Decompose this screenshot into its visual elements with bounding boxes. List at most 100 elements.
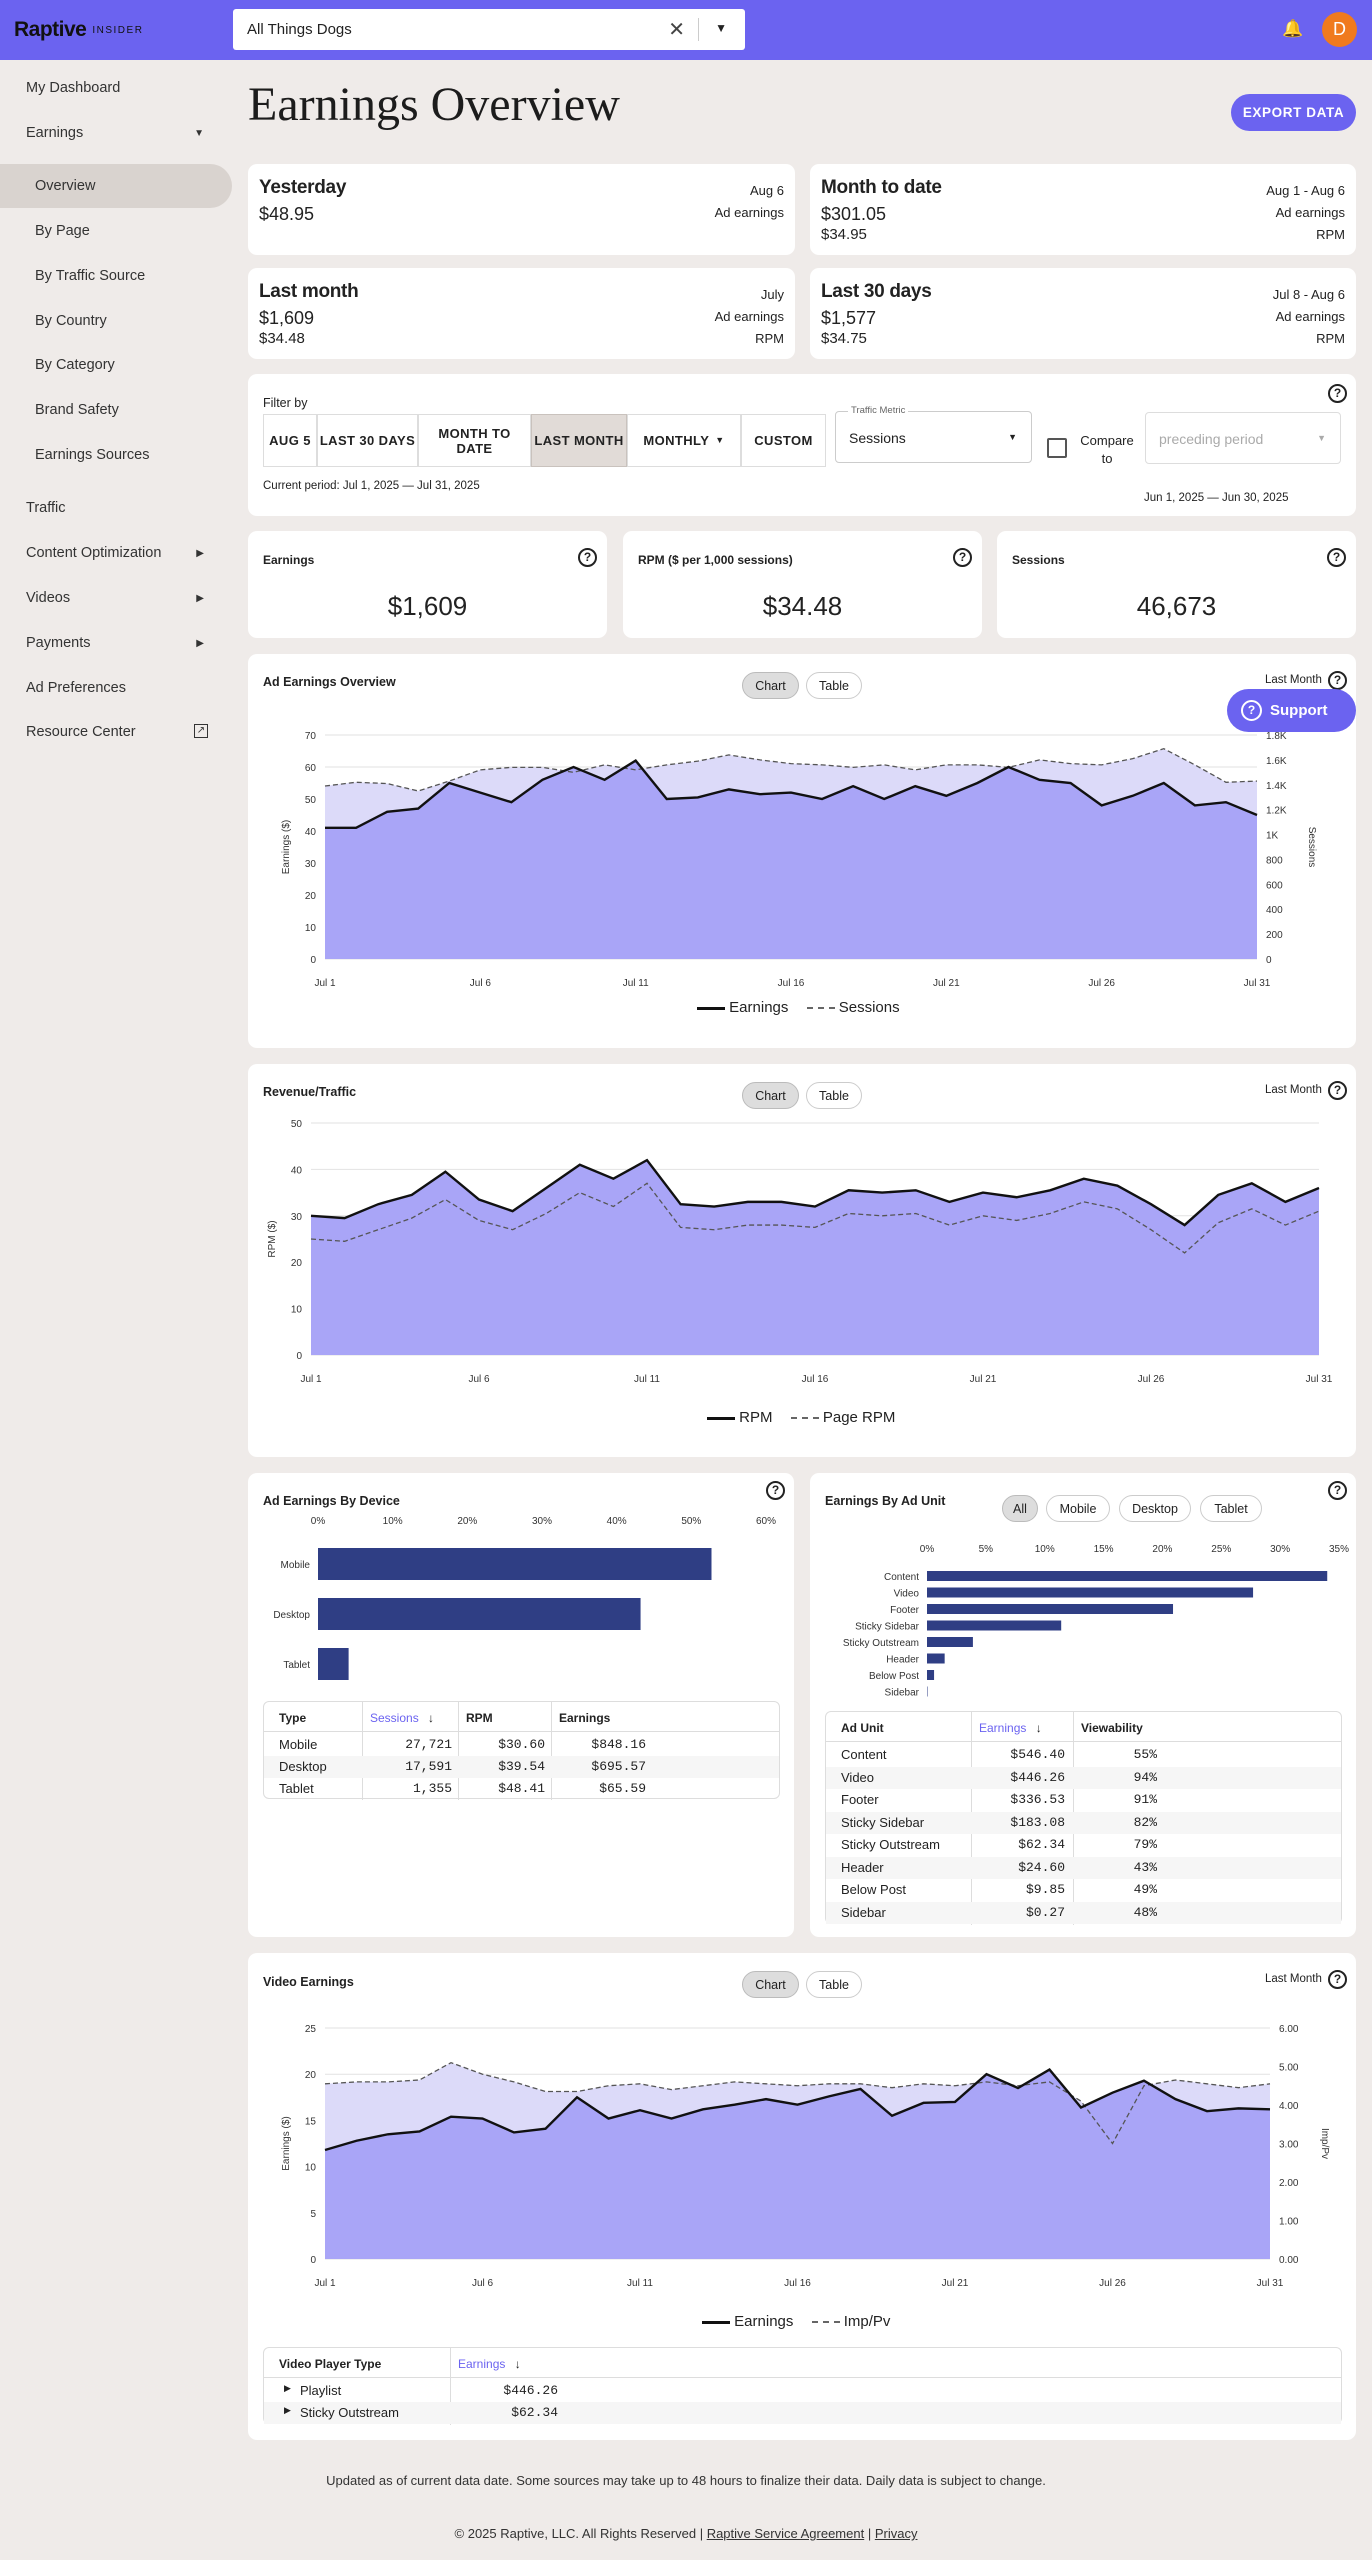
video-earnings-chart: 0 5 10 15 20 25 0.00 1.00 2.00 3.00 4.00 5.00 6.00 Ju… bbox=[281, 2024, 1330, 2289]
series-area-earnings bbox=[325, 2069, 1270, 2259]
x-tick-label: Jul 6 bbox=[470, 978, 492, 989]
service-agreement-link[interactable]: Raptive Service Agreement bbox=[706, 2526, 865, 2541]
table-header: Video Player Type Earnings ↓ bbox=[264, 2348, 1341, 2425]
compare-label: Compare to bbox=[1080, 433, 1134, 466]
sidebar-item-by-page[interactable]: By Page bbox=[35, 223, 90, 239]
help-icon[interactable]: ? bbox=[1327, 548, 1346, 567]
sidebar-item-traffic[interactable]: Traffic bbox=[26, 500, 66, 516]
y2-tick-label: 1.6K bbox=[1266, 756, 1287, 767]
chart-tab[interactable]: Chart bbox=[742, 1082, 799, 1109]
earnings-sort-header[interactable]: Earnings ↓ bbox=[971, 1721, 1042, 1735]
sidebar-item-earnings[interactable]: Earnings ▼ bbox=[26, 125, 218, 141]
summary-metric: Ad earnings bbox=[714, 309, 784, 324]
filter-desktop-pill[interactable]: Desktop bbox=[1119, 1495, 1191, 1522]
cell-sessions: 17,591 bbox=[405, 1759, 452, 1774]
filter-last-month-button[interactable]: LAST MONTH bbox=[531, 414, 627, 467]
raptive-link[interactable]: Raptive bbox=[500, 2526, 545, 2541]
bell-icon[interactable]: 🔔 bbox=[1282, 19, 1304, 38]
site-selector[interactable]: All Things Dogs ✕ ▼ bbox=[233, 9, 745, 50]
x-tick-label: Jul 1 bbox=[300, 1374, 322, 1385]
sidebar-item-brand-safety[interactable]: Brand Safety bbox=[35, 402, 119, 418]
chart-tab[interactable]: Chart bbox=[742, 672, 799, 699]
sidebar-item-by-country[interactable]: By Country bbox=[35, 313, 107, 329]
help-icon[interactable]: ? bbox=[1328, 1081, 1347, 1100]
y-tick-label: 50 bbox=[291, 1119, 303, 1130]
bar-category-label: Desktop bbox=[273, 1610, 310, 1621]
x-tick-label: Jul 31 bbox=[1244, 978, 1271, 989]
cell-viewability: 79% bbox=[1133, 1837, 1157, 1852]
filter-month-to-date-button[interactable]: MONTH TO DATE bbox=[418, 414, 531, 467]
filter-custom-button[interactable]: CUSTOM bbox=[741, 414, 826, 467]
sidebar-item-by-traffic-source[interactable]: By Traffic Source bbox=[35, 268, 146, 284]
legend-label: Page RPM bbox=[822, 1409, 896, 1426]
y2-tick-label: 800 bbox=[1266, 855, 1283, 866]
sidebar-item-earnings-sources[interactable]: Earnings Sources bbox=[35, 447, 150, 463]
sidebar-item-videos[interactable]: Videos ▶ bbox=[26, 590, 218, 606]
help-icon[interactable]: ? bbox=[1328, 671, 1347, 690]
caret-down-icon: ▼ bbox=[194, 128, 204, 139]
help-icon[interactable]: ? bbox=[1328, 1970, 1347, 1989]
bar bbox=[927, 1571, 1328, 1581]
divider bbox=[458, 1702, 459, 1800]
sidebar-item-resource-center[interactable]: Resource Center ↗ bbox=[26, 724, 222, 740]
privacy-link[interactable]: Privacy bbox=[874, 2526, 918, 2541]
help-icon[interactable]: ? bbox=[766, 1481, 785, 1500]
table-tab[interactable]: Table bbox=[806, 1971, 862, 1998]
filter-aug-5-button[interactable]: AUG 5 bbox=[263, 414, 317, 467]
filter-last-30-days-button[interactable]: LAST 30 DAYS bbox=[317, 414, 418, 467]
filter-tablet-pill[interactable]: Tablet bbox=[1200, 1495, 1262, 1522]
support-button[interactable]: ? Support bbox=[1227, 689, 1356, 732]
help-icon[interactable]: ? bbox=[578, 548, 597, 567]
earnings-sort-header[interactable]: Earnings ↓ bbox=[450, 2357, 521, 2371]
compare-period-select[interactable]: preceding period ▼ bbox=[1145, 412, 1341, 464]
clear-icon[interactable]: ✕ bbox=[668, 19, 685, 41]
cell-ad-unit: Content bbox=[841, 1747, 887, 1762]
cell-player-type: Sticky Outstream bbox=[300, 2405, 399, 2420]
y-tick-label: 60 bbox=[305, 763, 317, 774]
sidebar-item-ad-preferences[interactable]: Ad Preferences bbox=[26, 680, 126, 696]
kpi-card-rpm: RPM ($ per 1,000 sessions) ? $34.48 bbox=[623, 531, 982, 638]
y2-tick-label: 4.00 bbox=[1279, 2101, 1299, 2112]
cell-earnings: $446.26 bbox=[1010, 1769, 1065, 1785]
cell-earnings: $546.40 bbox=[1010, 1747, 1065, 1762]
help-icon[interactable]: ? bbox=[1328, 1481, 1347, 1500]
legend-label: Sessions bbox=[838, 999, 900, 1016]
bar bbox=[927, 1587, 1254, 1598]
chevron-down-icon[interactable]: ▼ bbox=[715, 21, 727, 35]
expand-icon[interactable]: ▶ bbox=[284, 2405, 291, 2415]
traffic-metric-select[interactable]: Traffic Metric Sessions ▼ bbox=[835, 405, 1032, 463]
x-tick-label: 60% bbox=[756, 1516, 776, 1527]
bar bbox=[927, 1620, 1062, 1631]
export-data-button[interactable]: EXPORT DATA bbox=[1231, 94, 1356, 131]
cell-earnings: $62.34 bbox=[1018, 1837, 1065, 1852]
table-tab[interactable]: Table bbox=[806, 672, 862, 699]
cell-viewability: 49% bbox=[1133, 1882, 1157, 1897]
y-tick-label: 0 bbox=[310, 2255, 316, 2266]
table-row: Desktop 17,591 $39.54 $695.57 bbox=[264, 1756, 779, 1778]
sidebar-item-by-category[interactable]: By Category bbox=[35, 357, 115, 373]
table-tab[interactable]: Table bbox=[806, 1082, 862, 1109]
table-row[interactable]: ▶ Sticky Outstream $62.34 bbox=[264, 2402, 1341, 2424]
avatar[interactable]: D bbox=[1322, 12, 1357, 47]
filter-mobile-pill[interactable]: Mobile bbox=[1046, 1495, 1110, 1522]
table-row[interactable]: ▶ Playlist $446.26 bbox=[264, 2380, 1341, 2402]
sidebar-item-payments[interactable]: Payments ▶ bbox=[26, 635, 218, 651]
sidebar-item-content-optimization[interactable]: Content Optimization ▶ bbox=[26, 545, 218, 561]
expand-icon[interactable]: ▶ bbox=[284, 2383, 291, 2393]
filter-monthly-button[interactable]: MONTHLY ▼ bbox=[627, 414, 741, 467]
sessions-sort-header[interactable]: Sessions ↓ bbox=[362, 1711, 434, 1725]
sidebar-item-my-dashboard[interactable]: My Dashboard bbox=[26, 80, 121, 96]
sidebar-item-overview[interactable]: Overview bbox=[0, 164, 232, 208]
chart-tab[interactable]: Chart bbox=[742, 1971, 799, 1998]
kpi-card-sessions: Sessions ? 46,673 bbox=[997, 531, 1356, 638]
help-icon[interactable]: ? bbox=[953, 548, 972, 567]
compare-checkbox[interactable] bbox=[1047, 438, 1067, 458]
legend-line-dashed bbox=[806, 1007, 835, 1010]
filter-all-pill[interactable]: All bbox=[1002, 1495, 1038, 1522]
y-tick-label: 20 bbox=[305, 891, 317, 902]
summary-card-month-to-date: Month to date $301.05 $34.95 Aug 1 - Aug… bbox=[810, 164, 1356, 255]
arrow-down-icon: ↓ bbox=[428, 1711, 435, 1725]
help-icon[interactable]: ? bbox=[1328, 384, 1347, 403]
y2-tick-label: 1.4K bbox=[1266, 781, 1287, 792]
raptive-logo[interactable]: Raptive INSIDER bbox=[14, 18, 144, 41]
